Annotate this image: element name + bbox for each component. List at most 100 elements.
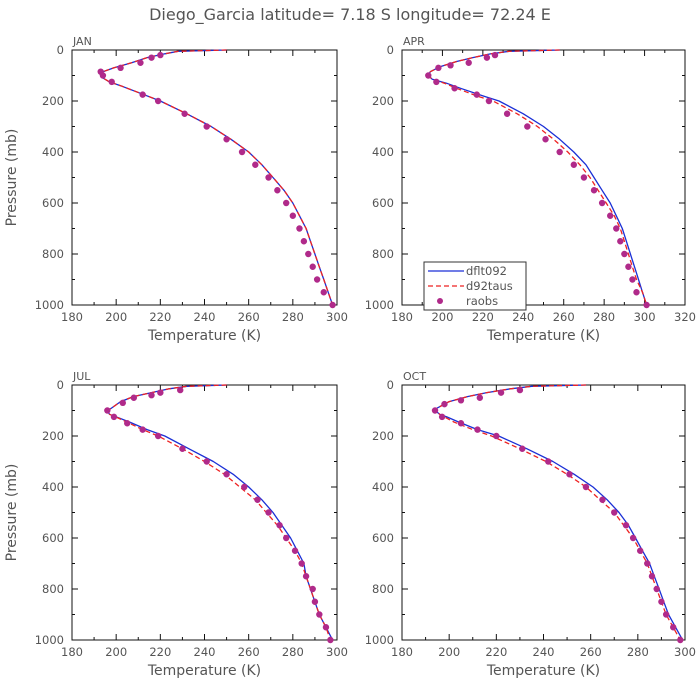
x-tick-label: 240	[194, 645, 216, 659]
raobs-point	[582, 483, 590, 491]
x-tick-label: 240	[194, 310, 216, 324]
d92taus-line	[106, 384, 332, 641]
y-tick-label: 800	[42, 247, 64, 261]
raobs-point	[483, 54, 491, 61]
series-group	[97, 49, 336, 309]
x-tick-label: 180	[61, 645, 83, 659]
dflt092-line	[434, 384, 684, 641]
raobs-point	[148, 54, 155, 61]
y-axis-label: Pressure (mb)	[4, 464, 20, 562]
raobs-point	[580, 174, 588, 181]
x-tick-label: 200	[438, 645, 460, 659]
raobs-point	[503, 110, 511, 117]
x-tick-label: 320	[674, 310, 696, 324]
y-tick-label: 0	[57, 43, 64, 57]
legend-label: raobs	[466, 294, 498, 308]
x-tick-label: 200	[431, 310, 453, 324]
raobs-point	[104, 407, 111, 414]
raobs-point	[491, 51, 499, 59]
raobs-point	[181, 110, 188, 117]
series-group	[104, 384, 334, 644]
raobs-point	[309, 585, 316, 593]
raobs-point	[283, 199, 290, 207]
raobs-point	[130, 394, 138, 401]
x-tick-label: 180	[391, 310, 413, 324]
y-tick-label: 600	[372, 531, 394, 545]
raobs-point	[497, 389, 505, 396]
y-tick-label: 600	[372, 196, 394, 210]
raobs-point	[320, 289, 327, 296]
raobs-point	[519, 445, 526, 452]
y-tick-label: 400	[42, 145, 64, 159]
y-axis-label: Pressure (mb)	[4, 129, 20, 227]
x-tick-label: 260	[553, 310, 575, 324]
raobs-point	[305, 250, 312, 258]
panel-oct: 180 200 220 240 260 280 300 0 200 400 600 800 1000 OC…	[365, 370, 696, 679]
raobs-point	[309, 263, 316, 270]
raobs-point	[447, 62, 454, 69]
raobs-point	[566, 471, 573, 478]
raobs-point	[322, 624, 330, 631]
raobs-point	[99, 72, 107, 79]
raobs-point	[457, 420, 465, 427]
x-tick-label: 220	[149, 645, 171, 659]
plot-frame	[71, 384, 338, 641]
d92taus-line	[434, 384, 681, 641]
raobs-point	[451, 85, 458, 92]
y-tick-label: 800	[372, 247, 394, 261]
raobs-point	[542, 136, 549, 143]
raobs-point	[252, 161, 259, 168]
x-tick-label: 280	[627, 645, 649, 659]
panel-jul: 180 200 220 240 260 280 300 0 200 400 600 800 1000 JU…	[4, 370, 348, 679]
raobs-point	[633, 289, 640, 296]
raobs-point	[296, 225, 303, 232]
y-tick-label: 1000	[365, 633, 394, 647]
panel-apr: 180 200 220 240 260 280 300 320 0 200 400 600 800 100…	[365, 35, 696, 344]
raobs-point	[425, 72, 432, 79]
raobs-point	[625, 263, 632, 270]
raobs-point	[636, 547, 644, 554]
raobs-point	[302, 573, 310, 580]
y-tick-label: 200	[372, 94, 394, 108]
panel-label: OCT	[403, 370, 426, 383]
raobs-point	[493, 432, 500, 440]
raobs-point	[435, 64, 442, 72]
raobs-point	[653, 585, 660, 593]
raobs-point	[648, 573, 656, 580]
raobs-point	[545, 458, 552, 465]
raobs-point	[108, 78, 115, 86]
raobs-point	[276, 522, 283, 529]
y-tick-label: 400	[372, 145, 394, 159]
series-group	[431, 384, 684, 644]
raobs-point	[438, 413, 446, 421]
y-tick-label: 600	[42, 531, 64, 545]
raobs-point	[621, 250, 628, 258]
raobs-point	[139, 91, 146, 98]
y-tick-label: 800	[372, 582, 394, 596]
raobs-point	[298, 560, 305, 567]
raobs-point	[465, 59, 472, 66]
raobs-point	[611, 509, 618, 516]
raobs-point	[154, 432, 162, 440]
raobs-point	[283, 534, 290, 542]
y-tick-label: 400	[372, 480, 394, 494]
raobs-point	[457, 397, 465, 404]
dflt092-line	[106, 384, 334, 641]
series-group	[425, 49, 650, 309]
x-tick-label: 300	[674, 645, 696, 659]
x-tick-label: 180	[61, 310, 83, 324]
raobs-point	[254, 496, 261, 503]
raobs-point	[643, 301, 650, 309]
raobs-point	[238, 148, 246, 156]
y-tick-label: 200	[372, 429, 394, 443]
x-axis-label: Temperature (K)	[486, 663, 600, 679]
dflt092-line	[100, 49, 334, 306]
raobs-point	[476, 394, 484, 401]
x-tick-label: 260	[238, 310, 260, 324]
y-tick-label: 0	[387, 378, 394, 392]
raobs-point	[599, 496, 606, 503]
raobs-point	[327, 636, 334, 644]
x-tick-label: 260	[238, 645, 260, 659]
raobs-point	[313, 276, 321, 283]
